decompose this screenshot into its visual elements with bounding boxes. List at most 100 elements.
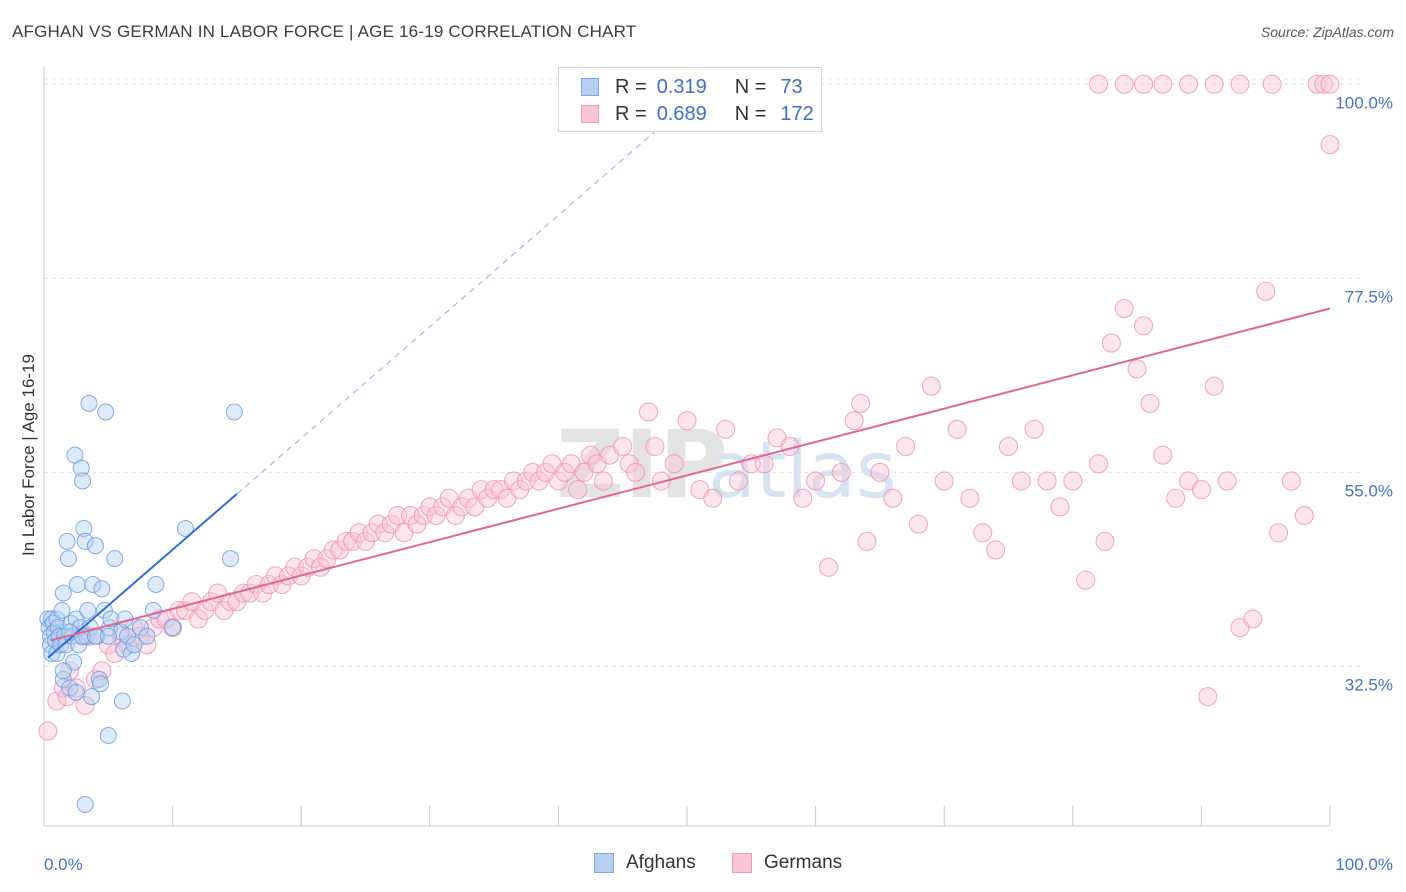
point-germans-121 <box>973 523 993 543</box>
point-germans-154 <box>1089 74 1109 94</box>
point-afghans-38 <box>83 688 101 706</box>
legend: R = 0.319 N = 73 R = 0.689 N = 172 <box>558 67 822 132</box>
point-germans-115 <box>896 437 916 456</box>
series-afghans <box>39 394 243 813</box>
point-germans-119 <box>947 419 967 439</box>
point-germans-95 <box>651 471 671 491</box>
point-afghans-47 <box>99 726 117 744</box>
point-afghans-70 <box>76 795 94 813</box>
point-afghans-36 <box>80 394 98 412</box>
x-tick-label-0: 0.0% <box>44 855 83 874</box>
point-germans-0 <box>38 721 58 741</box>
point-germans-134 <box>1127 359 1147 379</box>
legend-r-label: R = <box>615 75 647 98</box>
legend-row-germans: R = 0.689 N = 172 <box>581 101 814 127</box>
y-tick-label-1: 55.0% <box>1345 481 1393 500</box>
y-tick-label-3: 100.0% <box>1335 93 1393 112</box>
legend-row-afghans: R = 0.319 N = 73 <box>581 74 803 100</box>
point-afghans-19 <box>58 532 76 550</box>
point-germans-130 <box>1089 454 1109 474</box>
chart-title: AFGHAN VS GERMAN IN LABOR FORCE | AGE 16… <box>12 22 637 41</box>
point-germans-142 <box>1204 376 1224 396</box>
bottom-legend-label-germans: Germans <box>764 852 843 873</box>
point-germans-108 <box>818 557 838 577</box>
bottom-legend-swatch-afghans <box>594 853 614 873</box>
legend-r-label: R = <box>615 102 647 125</box>
point-afghans-66 <box>54 662 72 680</box>
point-afghans-46 <box>97 403 115 421</box>
y-tick-label-2: 77.5% <box>1345 287 1393 306</box>
point-afghans-32 <box>75 519 93 537</box>
point-germans-148 <box>1281 471 1301 491</box>
point-germans-133 <box>1114 299 1134 318</box>
point-germans-90 <box>613 437 633 456</box>
point-germans-93 <box>638 402 658 422</box>
bottom-legend-afghans[interactable]: Afghans <box>594 852 696 874</box>
point-germans-151 <box>1314 74 1334 94</box>
legend-r-value-afghans: 0.319 <box>656 75 707 98</box>
point-germans-113 <box>870 462 890 482</box>
point-afghans-59 <box>138 627 156 645</box>
point-afghans-16 <box>54 670 72 688</box>
legend-n-label: N = <box>734 75 767 98</box>
point-germans-147 <box>1269 523 1289 543</box>
point-afghans-44 <box>93 580 111 598</box>
point-germans-96 <box>664 454 684 474</box>
point-afghans-63 <box>176 519 194 537</box>
point-germans-116 <box>908 514 928 534</box>
point-afghans-39 <box>84 576 102 593</box>
axes <box>43 67 1331 827</box>
point-germans-123 <box>999 437 1018 456</box>
point-germans-156 <box>1134 74 1154 94</box>
point-afghans-62 <box>164 619 182 637</box>
legend-swatch-afghans <box>581 78 599 96</box>
gridlines <box>44 78 1365 667</box>
point-afghans-30 <box>72 459 90 477</box>
point-germans-128 <box>1063 471 1083 491</box>
legend-r-value-germans: 0.689 <box>656 102 707 125</box>
point-afghans-35 <box>79 601 97 619</box>
trend-afghans <box>47 493 238 659</box>
point-germans-158 <box>1179 74 1199 94</box>
point-afghans-31 <box>74 472 92 490</box>
point-germans-122 <box>986 540 1006 560</box>
bottom-legend-germans[interactable]: Germans <box>732 852 842 874</box>
point-afghans-52 <box>113 692 131 710</box>
point-afghans-43 <box>92 675 110 693</box>
point-germans-125 <box>1024 419 1044 439</box>
point-germans-118 <box>934 471 954 491</box>
trend-afghans-extended <box>236 81 714 495</box>
point-afghans-50 <box>106 550 124 568</box>
point-germans-145 <box>1243 609 1263 629</box>
point-afghans-58 <box>131 619 149 637</box>
point-germans-159 <box>1204 74 1224 94</box>
point-germans-153 <box>1320 135 1340 155</box>
point-afghans-72 <box>99 627 117 645</box>
point-germans-94 <box>645 437 665 456</box>
point-germans-135 <box>1134 316 1154 336</box>
point-germans-127 <box>1050 497 1070 517</box>
point-germans-149 <box>1294 506 1314 525</box>
y-axis-label: In Labor Force | Age 16-19 <box>19 354 38 556</box>
point-germans-124 <box>1011 471 1031 491</box>
point-germans-107 <box>806 471 826 491</box>
point-afghans-57 <box>125 636 143 654</box>
point-afghans-14 <box>53 601 71 619</box>
point-germans-152 <box>1320 74 1340 94</box>
legend-swatch-germans <box>581 105 599 123</box>
point-afghans-27 <box>68 576 86 593</box>
point-germans-84 <box>568 480 588 500</box>
point-germans-129 <box>1076 570 1096 590</box>
point-germans-92 <box>626 462 646 482</box>
tick-labels: 32.5% 55.0% 77.5% 100.0% 0.0% 100.0% <box>44 93 1393 874</box>
point-germans-138 <box>1166 488 1186 508</box>
point-germans-126 <box>1037 471 1057 491</box>
point-germans-101 <box>728 471 748 491</box>
point-afghans-20 <box>59 550 77 568</box>
point-germans-106 <box>793 488 813 508</box>
trend-germans <box>50 307 1331 642</box>
point-germans-111 <box>851 393 871 413</box>
x-tick-label-1: 100.0% <box>1335 855 1393 874</box>
point-germans-21 <box>163 618 183 638</box>
bottom-legend-swatch-germans <box>732 853 752 873</box>
